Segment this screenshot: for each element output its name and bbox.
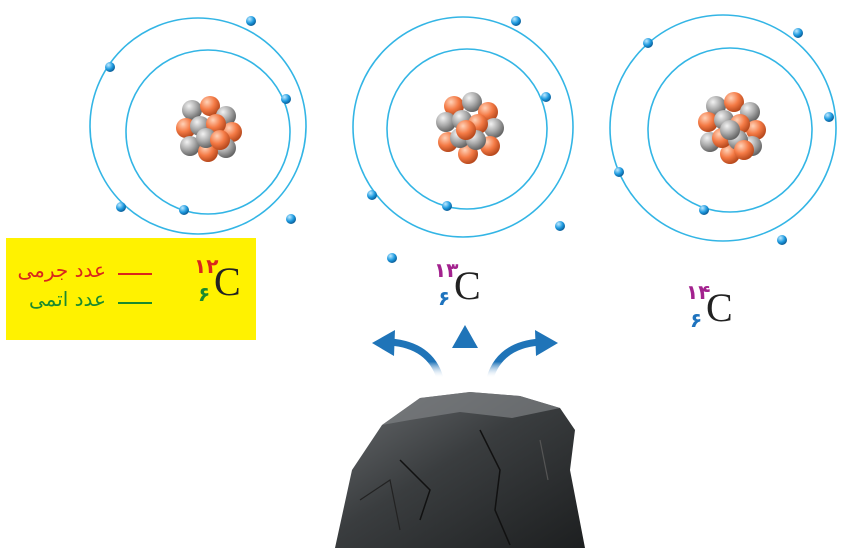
arrow-left-head <box>372 330 395 356</box>
arrow-right-head <box>535 330 558 356</box>
mass-number-label: عدد جرمی <box>17 258 106 282</box>
mass-number: ۱۳ <box>434 258 459 282</box>
coal-rock <box>335 392 585 548</box>
electrons <box>614 28 834 245</box>
atomic-number-label: عدد اتمی <box>28 287 106 311</box>
inner-orbit <box>386 48 548 210</box>
electrons <box>105 16 296 224</box>
atom-carbon-14 <box>609 14 837 245</box>
nucleus <box>436 92 504 164</box>
element-symbol: C <box>706 285 733 330</box>
nucleus <box>176 96 242 162</box>
isotope-notation-legend: عدد جرمی عدد اتمی ۱۲ ۶ C <box>6 238 256 340</box>
atomic-number: ۶ <box>438 286 451 310</box>
element-symbol: C <box>454 263 481 308</box>
isotope-notation-c14: ۱۴ ۶ C <box>684 280 744 334</box>
atomic-number: ۶ <box>690 308 703 332</box>
inner-orbit <box>125 49 291 215</box>
atom-carbon-13 <box>352 16 574 263</box>
inner-orbit <box>647 47 813 213</box>
arrow-left <box>386 338 444 382</box>
outer-orbit <box>89 17 307 235</box>
mass-number: ۱۴ <box>686 280 711 304</box>
mass-number: ۱۲ <box>194 254 219 278</box>
element-symbol: C <box>214 259 241 304</box>
outer-orbit <box>352 16 574 238</box>
atom-carbon-12 <box>89 16 307 235</box>
nucleus <box>698 92 766 164</box>
atomic-number-pointer <box>118 302 152 304</box>
isotope-notation-c13: ۱۳ ۶ C <box>432 258 492 312</box>
arrow-right <box>486 338 544 382</box>
isotope-notation-c12: ۱۲ ۶ C <box>192 254 252 308</box>
outer-orbit <box>609 14 837 242</box>
electrons <box>367 16 565 263</box>
atomic-number: ۶ <box>198 282 211 306</box>
arrow-up-head <box>452 325 478 348</box>
mass-number-pointer <box>118 273 152 275</box>
arrows <box>372 325 558 384</box>
